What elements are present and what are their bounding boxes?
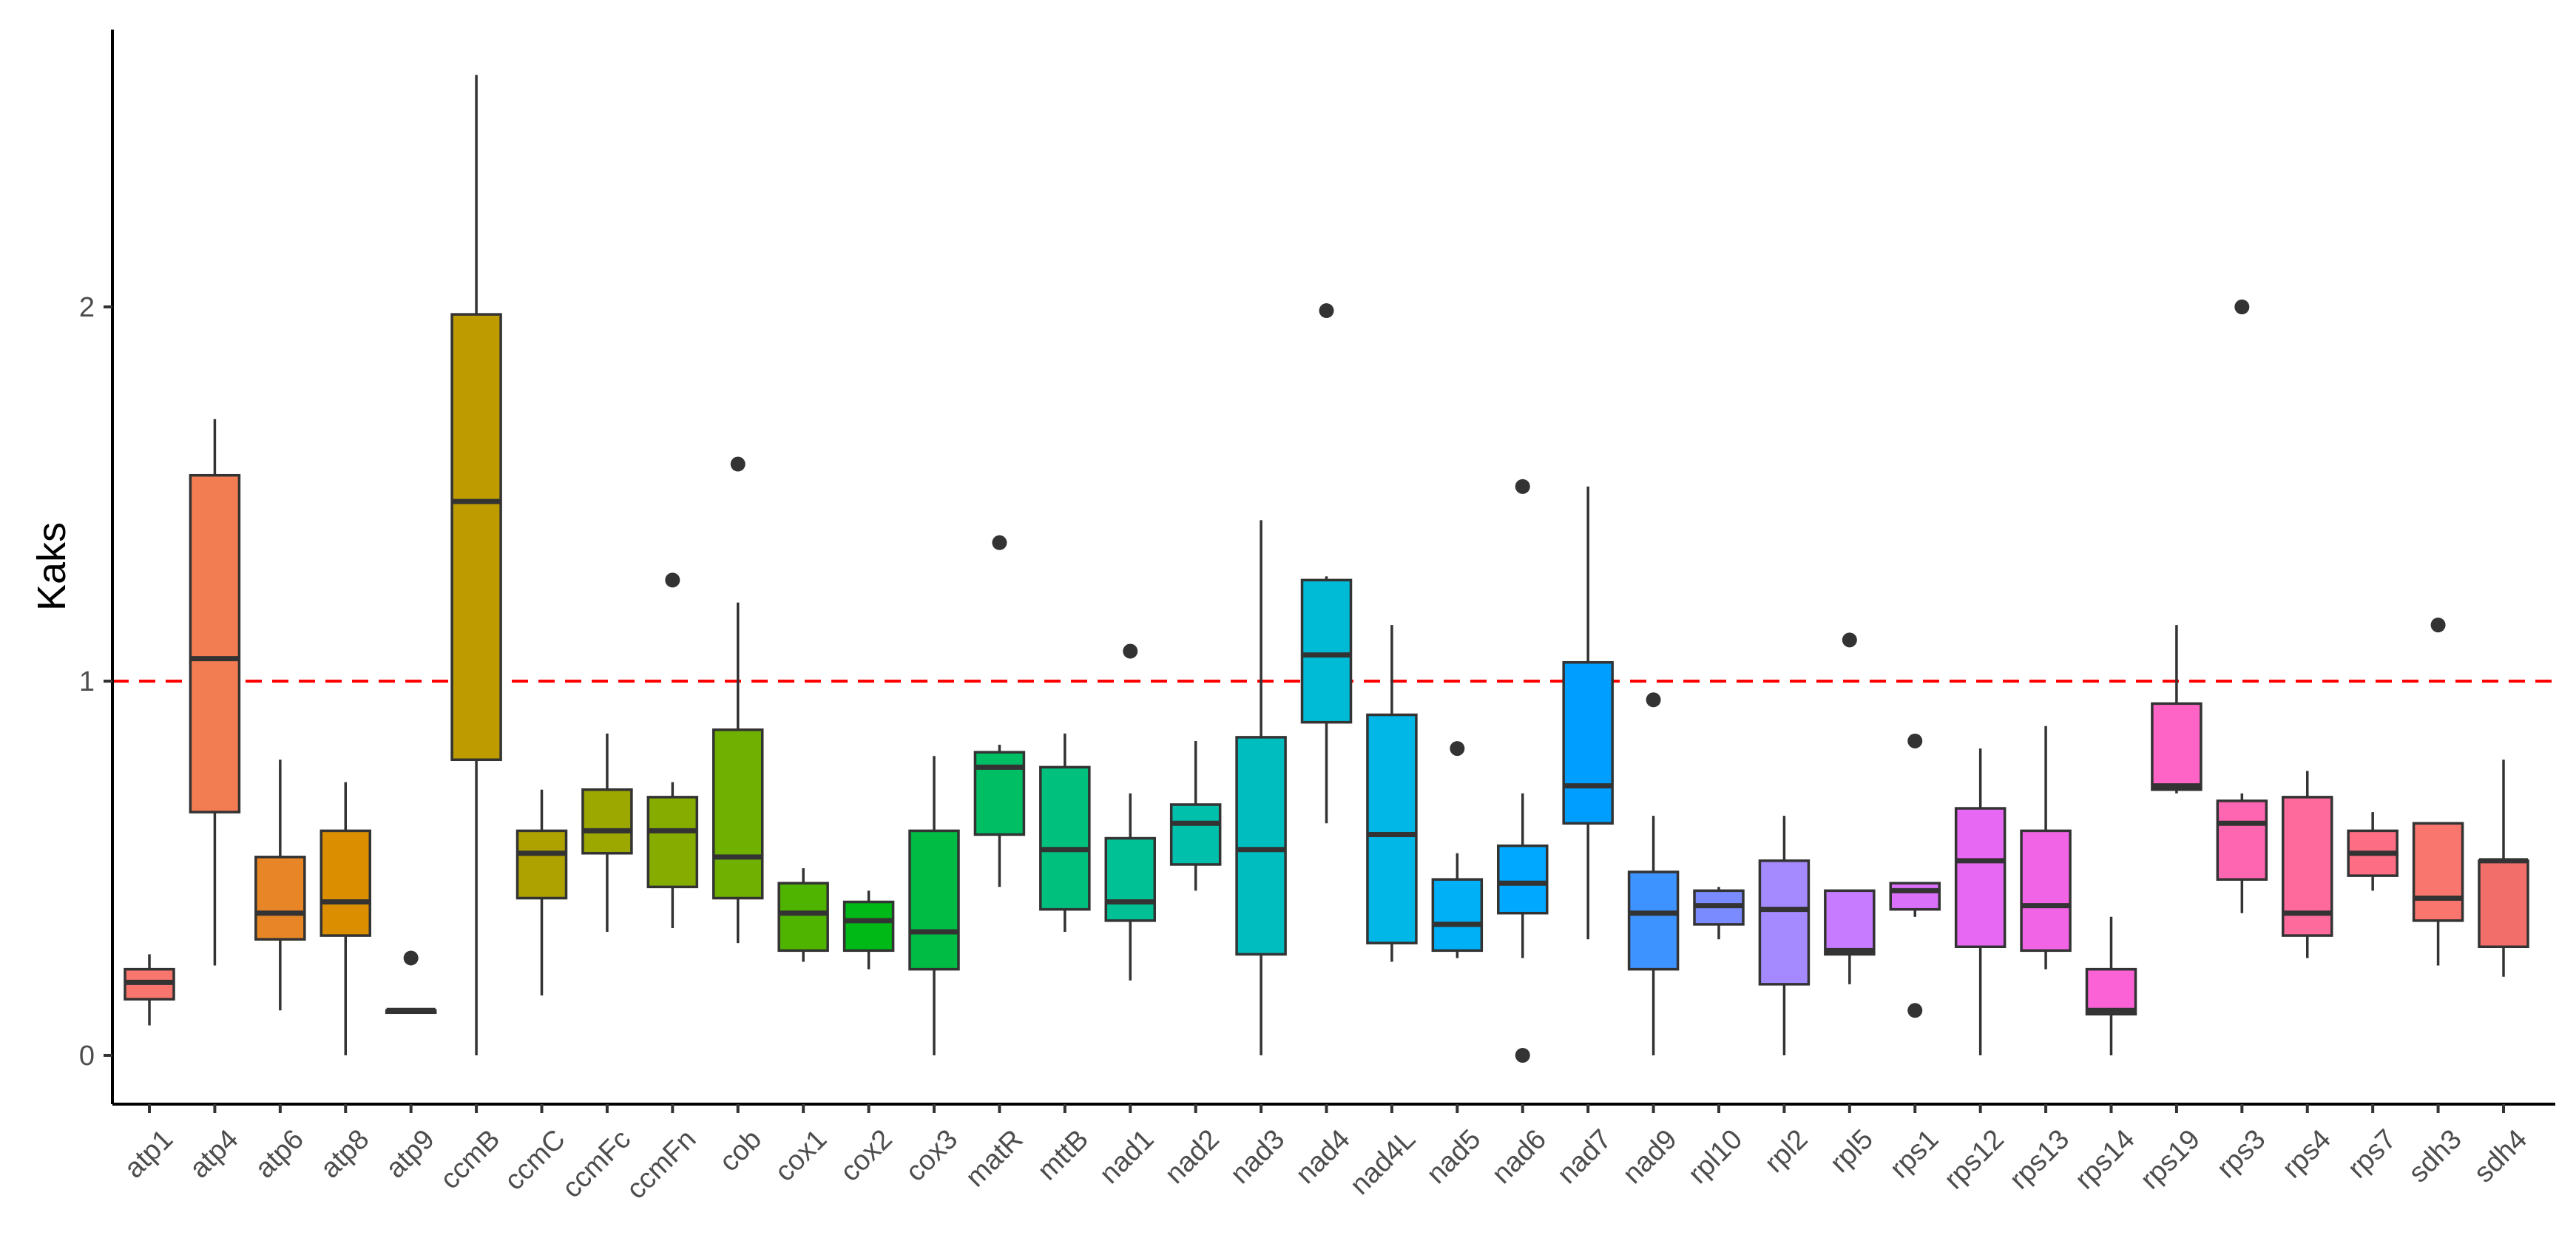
iqr-box (1562, 660, 1614, 825)
box-cob (712, 456, 764, 944)
iqr-box (1169, 803, 1222, 866)
box-rps13 (2020, 725, 2072, 970)
iqr-box (2020, 829, 2072, 953)
box-nad2 (1169, 740, 1222, 891)
iqr-box (1889, 882, 1941, 911)
iqr-box (1758, 859, 1811, 986)
box-ccmC (515, 789, 568, 996)
iqr-box (1300, 578, 1353, 724)
box-atp6 (254, 760, 306, 1011)
box-rpl2 (1758, 816, 1811, 1055)
box-atp4 (189, 419, 241, 966)
box-cox2 (842, 890, 895, 970)
iqr-box (646, 796, 699, 889)
box-nad7 (1562, 486, 1614, 940)
iqr-box (973, 751, 1026, 836)
outlier-point (730, 456, 746, 472)
iqr-box (1627, 870, 1680, 971)
box-rps3 (2216, 300, 2268, 913)
iqr-box (1104, 836, 1156, 922)
iqr-box (2412, 822, 2464, 922)
iqr-box (712, 728, 764, 900)
outlier-point (665, 572, 680, 588)
box-nad3 (1235, 520, 1287, 1055)
y-tick-label: 2 (79, 292, 95, 323)
box-rps14 (2085, 916, 2137, 1055)
iqr-box (581, 788, 633, 855)
box-nad6 (1497, 478, 1549, 1063)
iqr-box (2085, 967, 2137, 1016)
iqr-box (1366, 713, 1418, 944)
iqr-box (450, 313, 502, 762)
outlier-point (1450, 741, 1465, 757)
outlier-point (1646, 692, 1661, 708)
box-cox3 (908, 756, 960, 1055)
iqr-box (254, 856, 306, 941)
box-rps4 (2282, 771, 2333, 958)
box-nad4 (1300, 303, 1353, 824)
outlier-point (1515, 478, 1530, 494)
iqr-box (1039, 765, 1091, 911)
outlier-point (992, 535, 1007, 550)
box-nad4L (1366, 625, 1418, 962)
box-mttB (1039, 733, 1091, 933)
outlier-point (1123, 643, 1138, 659)
outlier-point (1319, 303, 1334, 319)
box-ccmB (450, 75, 502, 1055)
iqr-box (1497, 844, 1549, 915)
outlier-point (1907, 1003, 1923, 1018)
iqr-box (1954, 807, 2007, 949)
box-sdh4 (2478, 760, 2529, 977)
box-matR (973, 535, 1026, 887)
iqr-box (1824, 889, 1876, 956)
iqr-box (1431, 878, 1484, 953)
y-tick-label: 0 (79, 1041, 95, 1072)
box-nad1 (1104, 643, 1156, 981)
iqr-box (320, 829, 371, 937)
iqr-box (2478, 859, 2529, 949)
box-nad5 (1431, 741, 1484, 958)
box-rpl5 (1824, 632, 1876, 984)
iqr-box (777, 882, 829, 953)
box-rps1 (1889, 733, 1941, 1018)
iqr-box (189, 473, 241, 814)
box-atp9 (385, 950, 437, 1015)
iqr-box (515, 829, 568, 900)
iqr-box (2216, 799, 2268, 881)
box-atp8 (320, 782, 371, 1055)
outlier-point (1515, 1048, 1530, 1063)
outlier-point (1842, 632, 1857, 648)
box-atp1 (124, 954, 175, 1026)
box-ccmFc (581, 733, 633, 933)
outlier-point (403, 950, 419, 966)
box-rps12 (1954, 748, 2007, 1055)
iqr-box (842, 900, 895, 953)
box-ccmFn (646, 572, 699, 928)
box-rpl10 (1693, 887, 1745, 940)
box-cox1 (777, 868, 829, 962)
y-axis-title: Kaks (30, 522, 74, 611)
outlier-point (1907, 733, 1923, 748)
box-rps7 (2347, 812, 2398, 891)
iqr-box (1235, 736, 1287, 956)
box-nad9 (1627, 692, 1680, 1055)
box-rps19 (2151, 625, 2203, 794)
y-tick-label: 1 (79, 666, 95, 697)
box-sdh3 (2412, 618, 2464, 966)
outlier-point (2234, 300, 2250, 314)
iqr-box (2151, 702, 2203, 791)
outlier-point (2430, 618, 2446, 633)
iqr-box (908, 829, 960, 971)
